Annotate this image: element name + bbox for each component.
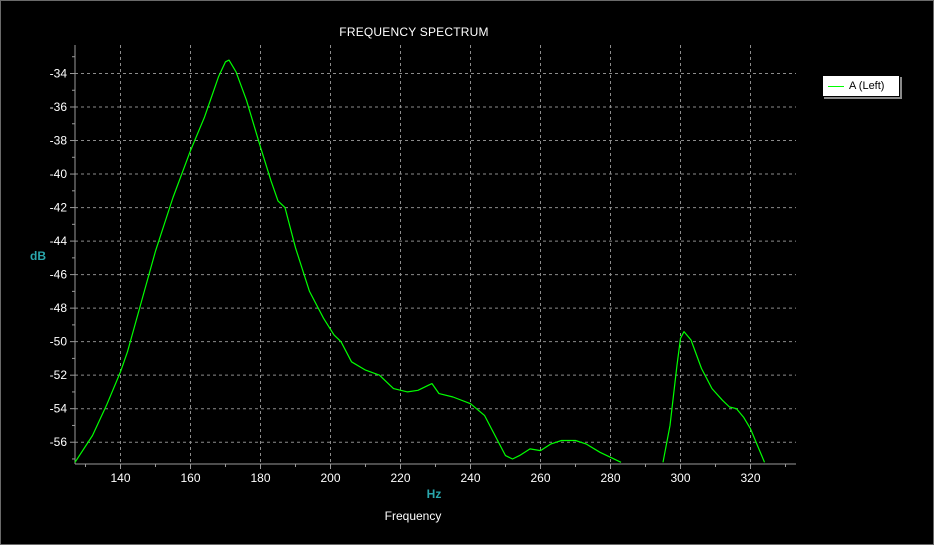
y-tick-label: -36 (50, 100, 68, 114)
tick-labels: 140 160 180 200 220 240 260 280 300 320 -34 -36 -38 -… (50, 66, 761, 485)
chart-title: FREQUENCY SPECTRUM (339, 25, 489, 39)
y-tick-label: -50 (50, 335, 68, 349)
y-tick-label: -52 (50, 368, 68, 382)
series-line-a-left (74, 59, 622, 463)
axes (70, 45, 796, 469)
x-tick-label: 200 (320, 471, 340, 485)
x-tick-label: 300 (670, 471, 690, 485)
x-tick-label: 180 (250, 471, 270, 485)
y-axis-label: dB (30, 249, 46, 263)
x-tick-label: 160 (180, 471, 200, 485)
x-tick-label: 320 (740, 471, 760, 485)
y-tick-label: -54 (50, 402, 68, 416)
x-axis-unit: Hz (426, 487, 442, 501)
x-tick-label: 260 (530, 471, 550, 485)
x-axis-label: Frequency (384, 509, 442, 523)
y-tick-label: -48 (50, 301, 68, 315)
x-tick-label: 280 (600, 471, 620, 485)
legend-entry-label: A (Left) (849, 80, 885, 92)
y-tick-label: -56 (50, 435, 68, 449)
y-tick-label: -38 (50, 134, 68, 148)
series-lines (74, 59, 766, 463)
y-tick-label: -44 (50, 234, 68, 248)
y-tick-label: -34 (50, 66, 68, 80)
x-tick-label: 220 (390, 471, 410, 485)
series-line-a-left (662, 331, 766, 463)
x-tick-label: 240 (460, 471, 480, 485)
legend-swatch (828, 85, 844, 87)
y-tick-label: -46 (50, 268, 68, 282)
x-tick-label: 140 (110, 471, 130, 485)
y-tick-label: -40 (50, 167, 68, 181)
grid-lines (75, 45, 796, 464)
legend: A (Left) (822, 75, 900, 97)
y-tick-label: -42 (50, 201, 68, 215)
